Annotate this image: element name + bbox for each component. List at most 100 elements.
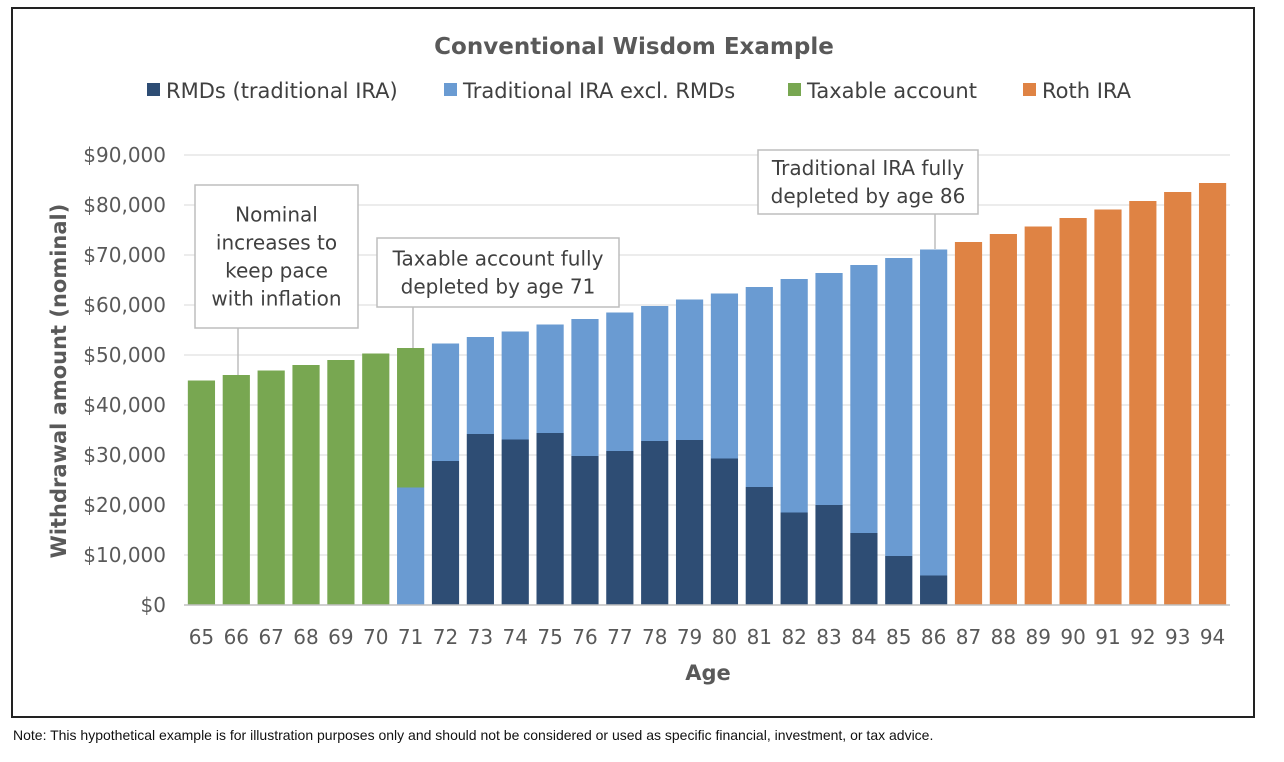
x-tick-label: 78 [642,625,667,649]
annotations: Nominal increases to keep pace with inflati… [194,149,979,375]
y-tick-label: $80,000 [83,193,166,217]
bar-rmd-77 [606,451,634,605]
callout-trad-ira: Traditional IRA fully depleted by age 86 [757,149,979,249]
bar-rmd-82 [780,512,808,605]
bar-rmd-74 [501,439,529,605]
y-tick-label: $60,000 [83,293,166,317]
legend-swatch-roth [1023,83,1036,96]
x-tick-label: 68 [293,625,318,649]
bar-rmd-75 [536,433,564,605]
y-tick-label: $0 [141,593,166,617]
x-tick-label: 92 [1130,625,1155,649]
bar-rmd-85 [885,556,913,605]
callout-text-line: keep pace [225,259,328,283]
bar-trad-79 [675,299,704,440]
legend-label-trad: Traditional IRA excl. RMDs [462,79,735,103]
chart-title: Conventional Wisdom Example [434,34,834,60]
bar-trad-77 [606,312,634,451]
x-tick-label: 72 [433,625,458,649]
bar-trad-85 [885,258,913,556]
bar-roth-92 [1129,201,1157,605]
callout-box [376,237,620,308]
bar-trad-84 [850,265,878,533]
bar-roth-94 [1198,183,1227,605]
bar-trad-78 [641,306,669,441]
chart: Conventional Wisdom Example RMDs (tradit… [47,34,1230,685]
bar-trad-74 [501,331,529,440]
x-tick-label: 93 [1165,625,1190,649]
bar-roth-91 [1094,209,1122,605]
x-tick-label: 67 [258,625,283,649]
bar-trad-82 [780,279,808,513]
bar-roth-89 [1024,226,1052,605]
bar-rmd-81 [745,487,773,605]
bar-rmd-84 [850,533,878,605]
bar-roth-90 [1059,218,1087,605]
callout-text-line: depleted by age 71 [401,275,596,299]
bar-rmd-78 [641,441,669,605]
gridlines [184,154,1230,556]
x-axis-title: Age [685,661,731,685]
bar-rmd-76 [571,456,599,605]
bar-rmd-72 [431,461,460,605]
legend-label-roth: Roth IRA [1042,79,1132,103]
legend-swatch-rmd [147,83,160,96]
legend-swatch-taxable [788,83,801,96]
legend: RMDs (traditional IRA) Traditional IRA e… [147,79,1132,103]
x-tick-label: 90 [1060,625,1085,649]
y-tick-label: $20,000 [83,493,166,517]
x-tick-label: 77 [607,625,632,649]
y-tick-label: $30,000 [83,443,166,467]
callout-text-line: increases to [216,231,337,255]
legend-label-taxable: Taxable account [806,79,977,103]
x-tick-label: 69 [328,625,353,649]
bar-trad-81 [745,287,773,487]
bar-taxable-68 [292,365,320,605]
callout-text-line: depleted by age 86 [771,184,966,208]
x-tick-label: 74 [503,625,528,649]
bar-trad-76 [571,319,599,456]
x-tick-label: 81 [747,625,772,649]
x-tick-label: 91 [1095,625,1120,649]
callout-text-line: Taxable account fully [392,247,604,271]
callout-nominal: Nominal increases to keep pace with inflati… [194,184,359,375]
bar-rmd-86 [920,575,948,605]
bars [187,183,1227,605]
footnote: Note: This hypothetical example is for i… [13,727,934,743]
bar-trad-73 [466,337,494,434]
legend-label-rmd: RMDs (traditional IRA) [166,79,398,103]
bar-trad-71 [397,487,425,605]
bar-rmd-80 [710,458,739,605]
y-tick-label: $90,000 [83,143,166,167]
bar-taxable-71 [397,348,425,488]
x-tick-label: 84 [851,625,876,649]
x-tick-label: 73 [468,625,493,649]
bar-taxable-65 [187,380,216,605]
bar-rmd-73 [466,434,494,605]
callout-text-line: Nominal [235,203,318,227]
x-tick-label: 87 [956,625,981,649]
callout-box [757,149,979,215]
x-tick-label: 76 [572,625,597,649]
callout-text-line: with inflation [211,287,341,311]
callout-taxable: Taxable account fully depleted by age 71 [376,237,620,348]
bar-taxable-67 [257,370,285,605]
x-axis-ticks: 65 66 67 68 69 70 71 72 73 74 75 76 77 78 79 80 81 82 83 84… [189,625,1226,649]
bar-trad-86 [920,249,948,576]
y-tick-label: $40,000 [83,393,166,417]
bar-roth-88 [989,234,1017,605]
bar-taxable-66 [222,375,250,605]
y-tick-label: $10,000 [83,543,166,567]
y-tick-label: $50,000 [83,343,166,367]
bar-rmd-83 [815,505,843,605]
x-tick-label: 71 [398,625,423,649]
x-tick-label: 70 [363,625,388,649]
x-tick-label: 88 [991,625,1016,649]
x-tick-label: 94 [1200,625,1225,649]
bar-trad-83 [815,273,843,505]
bar-trad-75 [536,324,564,433]
x-tick-label: 85 [886,625,911,649]
bar-taxable-70 [362,353,390,605]
callout-box [194,184,359,329]
x-tick-label: 66 [224,625,249,649]
